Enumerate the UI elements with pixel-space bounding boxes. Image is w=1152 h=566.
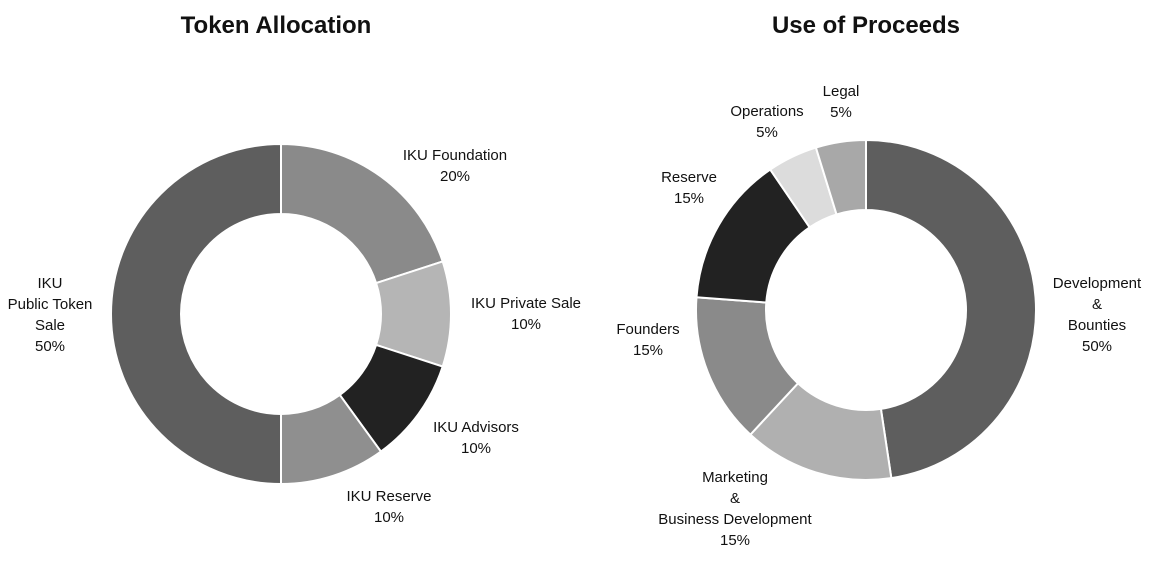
- slice-label-operations: Operations 5%: [730, 103, 803, 141]
- use-of-proceeds-slices: [695, 138, 1037, 481]
- slice-development-bounties: [865, 138, 1037, 480]
- slice-label-iku-reserve: IKU Reserve 10%: [346, 488, 431, 526]
- token-allocation-labels: IKU Foundation 20% IKU Private Sale 10% IKU …: [8, 147, 581, 526]
- slice-label-iku-advisors: IKU Advisors 10%: [433, 419, 519, 457]
- use-of-proceeds-title: Use of Proceeds: [772, 12, 960, 39]
- slice-label-iku-foundation: IKU Foundation 20%: [403, 147, 507, 185]
- use-of-proceeds-labels: Development & Bounties 50% Marketing & Busines…: [616, 83, 1142, 549]
- slice-label-marketing-business-development: Marketing & Business Development 15%: [658, 469, 812, 549]
- slice-label-founders: Founders 15%: [616, 321, 679, 359]
- token-allocation-slices: [110, 142, 452, 486]
- slice-label-reserve: Reserve 15%: [661, 169, 717, 207]
- slice-label-iku-public-token-sale: IKU Public Token Sale 50%: [8, 275, 93, 355]
- use-of-proceeds-chart: Use of Proceeds Development & Bounties 50% M…: [616, 12, 1142, 549]
- token-allocation-chart: Token Allocation IKU Foundation 20% IKU Pr…: [8, 12, 581, 526]
- token-allocation-title: Token Allocation: [181, 12, 372, 39]
- slice-iku-foundation: [280, 142, 444, 285]
- slice-iku-public-token-sale: [110, 142, 282, 486]
- slice-label-development-bounties: Development & Bounties 50%: [1053, 275, 1142, 355]
- slice-label-iku-private-sale: IKU Private Sale 10%: [471, 295, 581, 333]
- slice-legal: [814, 138, 867, 216]
- slice-label-legal: Legal 5%: [823, 83, 860, 121]
